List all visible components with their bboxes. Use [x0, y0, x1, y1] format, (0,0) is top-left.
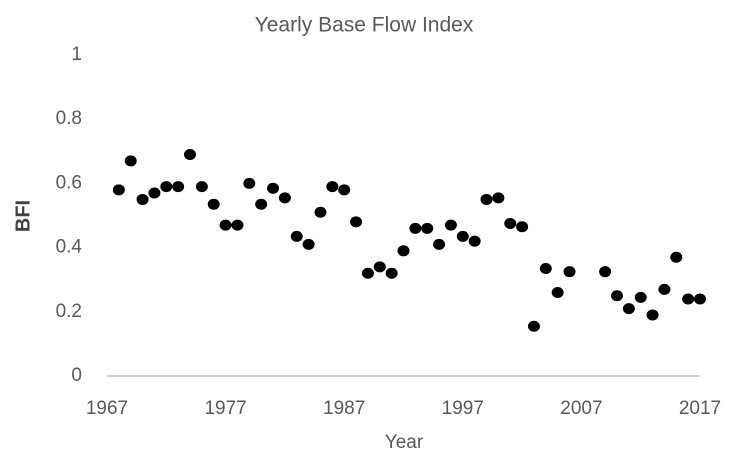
x-tick-label: 1977: [204, 398, 246, 419]
y-tick-label: 0.4: [56, 237, 83, 258]
y-axis-label: BFI: [12, 200, 34, 232]
point: [290, 230, 303, 242]
point: [527, 320, 540, 332]
x-axis-label: Year: [385, 432, 424, 453]
x-tick-label: 1997: [442, 398, 484, 419]
y-tick-label: 0: [71, 365, 82, 386]
point: [255, 198, 268, 210]
x-tick-label: 2017: [679, 398, 721, 419]
point: [634, 291, 647, 303]
point: [195, 181, 208, 193]
point: [563, 266, 576, 278]
point: [682, 293, 695, 305]
point: [338, 184, 351, 196]
point: [302, 238, 315, 250]
chart-title: Yearly Base Flow Index: [255, 14, 474, 37]
point: [385, 267, 398, 279]
point: [373, 261, 386, 273]
point: [184, 149, 197, 161]
point: [658, 283, 671, 295]
point: [492, 192, 505, 204]
point: [468, 235, 481, 247]
point: [409, 222, 422, 234]
point: [160, 181, 173, 193]
point: [112, 184, 125, 196]
point: [444, 219, 457, 231]
point: [278, 192, 291, 204]
point: [433, 238, 446, 250]
point: [219, 219, 232, 231]
point: [397, 245, 410, 257]
x-tick-label: 1967: [86, 398, 128, 419]
x-tick-label: 1987: [323, 398, 365, 419]
point: [124, 155, 137, 167]
point: [504, 218, 517, 230]
point: [148, 187, 161, 199]
point: [361, 267, 374, 279]
point: [516, 221, 529, 233]
point: [421, 222, 434, 234]
point: [350, 216, 363, 228]
point: [646, 309, 659, 321]
point: [622, 303, 635, 315]
y-tick-label: 0.6: [56, 172, 82, 193]
point: [456, 230, 469, 242]
x-tick-label: 2007: [560, 398, 602, 419]
point: [267, 182, 280, 194]
point: [136, 193, 149, 205]
point: [231, 219, 244, 231]
point: [599, 266, 612, 278]
point: [610, 290, 623, 302]
point: [314, 206, 327, 218]
point: [551, 287, 564, 299]
point: [326, 181, 339, 193]
y-tick-label: 0.2: [56, 301, 82, 322]
y-tick-label: 0.8: [56, 108, 82, 129]
point: [670, 251, 683, 263]
y-tick-label: 1: [71, 44, 82, 65]
point: [480, 193, 493, 205]
point: [539, 262, 552, 274]
point: [694, 293, 706, 305]
point: [207, 198, 220, 210]
point: [243, 177, 256, 189]
point: [172, 181, 185, 193]
